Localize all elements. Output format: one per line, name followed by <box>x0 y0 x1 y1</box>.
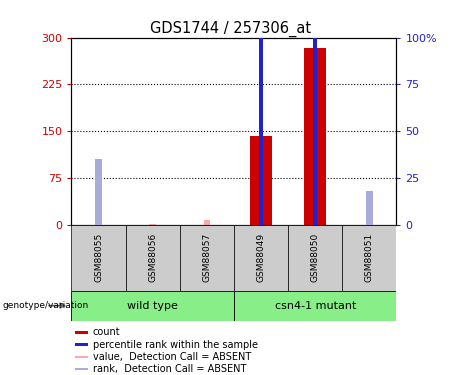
Bar <box>366 191 372 225</box>
Bar <box>204 220 210 225</box>
Bar <box>250 136 272 225</box>
Bar <box>234 225 288 291</box>
Bar <box>125 225 180 291</box>
Text: csn4-1 mutant: csn4-1 mutant <box>274 301 356 310</box>
Bar <box>75 331 88 334</box>
Bar <box>95 159 102 225</box>
Text: GSM88049: GSM88049 <box>256 233 266 282</box>
Bar <box>149 224 156 225</box>
Bar <box>75 356 88 358</box>
Text: wild type: wild type <box>127 301 178 310</box>
Bar <box>71 291 234 321</box>
Bar <box>304 48 326 225</box>
Text: GSM88056: GSM88056 <box>148 233 157 282</box>
Bar <box>313 0 317 225</box>
Text: GSM88050: GSM88050 <box>311 233 320 282</box>
Text: percentile rank within the sample: percentile rank within the sample <box>93 339 258 350</box>
Bar <box>75 344 88 346</box>
Bar <box>366 223 372 225</box>
Text: GDS1744 / 257306_at: GDS1744 / 257306_at <box>150 21 311 37</box>
Bar <box>180 225 234 291</box>
Text: GSM88051: GSM88051 <box>365 233 374 282</box>
Text: value,  Detection Call = ABSENT: value, Detection Call = ABSENT <box>93 352 251 362</box>
Text: genotype/variation: genotype/variation <box>2 301 89 310</box>
Bar <box>75 368 88 370</box>
Bar <box>234 291 396 321</box>
Bar <box>95 222 102 225</box>
Bar <box>288 225 342 291</box>
Bar <box>259 6 263 225</box>
Text: rank,  Detection Call = ABSENT: rank, Detection Call = ABSENT <box>93 364 246 374</box>
Text: GSM88057: GSM88057 <box>202 233 212 282</box>
Text: count: count <box>93 327 120 338</box>
Bar <box>342 225 396 291</box>
Bar <box>71 225 125 291</box>
Text: GSM88055: GSM88055 <box>94 233 103 282</box>
